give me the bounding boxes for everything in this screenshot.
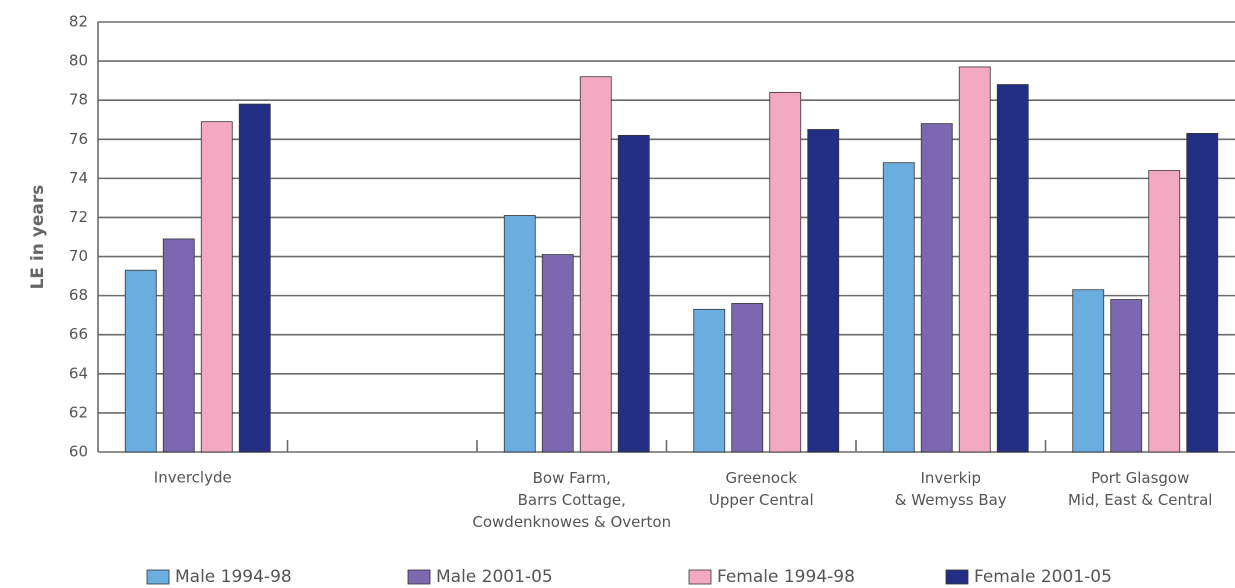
- x-tick-label: Inverkip & Wemyss Bay: [895, 469, 1007, 509]
- bar: [617, 134, 650, 453]
- y-tick-label: 76: [69, 130, 88, 148]
- bar: [769, 91, 802, 453]
- bar: [541, 254, 574, 453]
- bar: [200, 121, 233, 453]
- y-tick-label: 64: [69, 364, 88, 382]
- bar: [162, 238, 195, 453]
- bar: [579, 76, 612, 453]
- y-tick-label: 78: [69, 91, 88, 109]
- bar: [958, 66, 991, 453]
- legend-label: Male 1994-98: [175, 567, 292, 587]
- y-tick-label: 74: [69, 169, 88, 187]
- bar: [1072, 289, 1105, 453]
- x-tick-label: Port Glasgow Mid, East & Central: [1068, 469, 1212, 509]
- y-tick-label: 72: [69, 208, 88, 226]
- y-tick-label: 66: [69, 325, 88, 343]
- legend-swatch: [688, 569, 712, 585]
- bar: [1186, 133, 1219, 453]
- x-tick-label: Bow Farm, Barrs Cottage, Cowdenknowes & Ov…: [472, 469, 671, 531]
- bar: [1148, 170, 1181, 453]
- bar: [920, 123, 953, 453]
- legend-swatch: [146, 569, 170, 585]
- legend-swatch: [945, 569, 969, 585]
- legend-label: Male 2001-05: [436, 567, 553, 587]
- legend-label: Female 2001-05: [974, 567, 1112, 587]
- bar: [882, 162, 915, 453]
- bar: [693, 308, 726, 453]
- x-tick-label: Inverclyde: [154, 469, 232, 487]
- legend-swatch: [407, 569, 431, 585]
- y-tick-label: 68: [69, 286, 88, 304]
- bar: [238, 103, 271, 453]
- y-tick-label: 82: [69, 13, 88, 31]
- bar: [503, 215, 536, 453]
- bar: [996, 84, 1029, 453]
- y-tick-label: 70: [69, 247, 88, 265]
- x-tick-label: Greenock Upper Central: [709, 469, 814, 509]
- bar: [731, 303, 764, 453]
- bar: [1110, 299, 1143, 453]
- y-tick-label: 62: [69, 403, 88, 421]
- y-tick-label: 80: [69, 52, 88, 70]
- bar: [124, 269, 157, 453]
- bar: [807, 129, 840, 453]
- y-tick-label: 60: [69, 443, 88, 461]
- legend-label: Female 1994-98: [717, 567, 855, 587]
- y-axis-title: LE in years: [28, 185, 48, 290]
